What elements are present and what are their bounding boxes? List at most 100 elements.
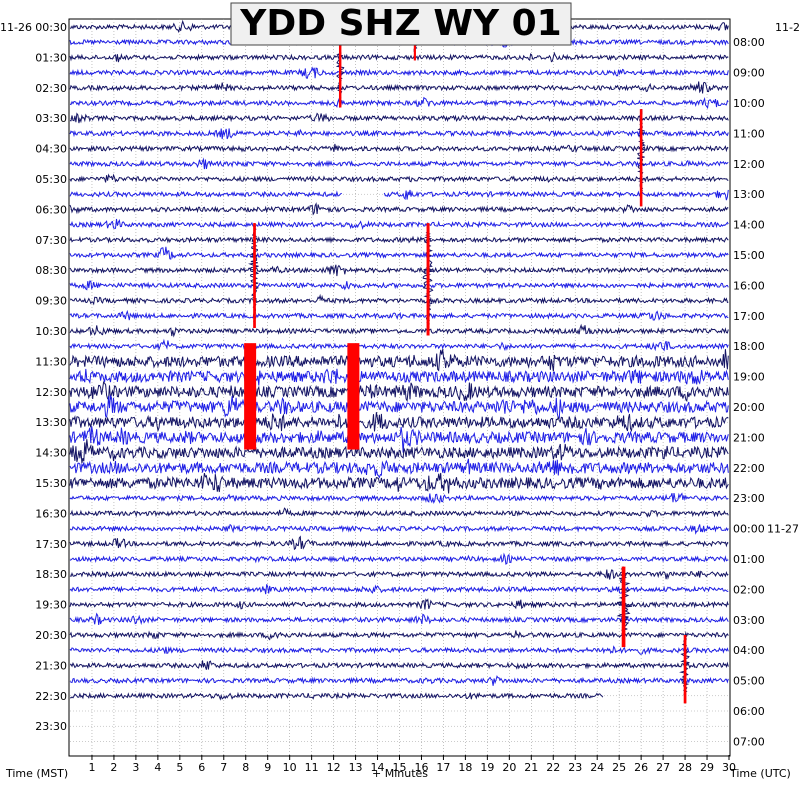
right-time-label: 05:00: [733, 675, 765, 688]
left-time-label: 17:30: [35, 538, 67, 551]
left-time-label: 10:30: [35, 325, 67, 338]
right-time-label: 11:00: [733, 127, 765, 140]
trace-row: [69, 691, 604, 701]
right-time-label: 09:00: [733, 67, 765, 80]
x-axis-right-label: Time (UTC): [729, 767, 791, 780]
right-time-label: 06:00: [733, 705, 765, 718]
left-date-label: 11-26: [0, 21, 32, 34]
left-time-label: 23:30: [35, 720, 67, 733]
left-time-label: 11:30: [35, 355, 67, 368]
x-tick-label: 17: [436, 761, 450, 774]
right-time-label: 01:00: [733, 553, 765, 566]
right-time-label: 23:00: [733, 492, 765, 505]
left-time-label: 21:30: [35, 659, 67, 672]
right-time-label: 16:00: [733, 279, 765, 292]
left-time-label: 14:30: [35, 447, 67, 460]
left-time-label: 16:30: [35, 507, 67, 520]
right-time-label: 14:00: [733, 219, 765, 232]
trace-row: [69, 280, 729, 291]
right-time-label: 00:00: [733, 523, 765, 536]
trace-row: [69, 143, 729, 154]
trace-row: [69, 458, 729, 479]
trace-row: [69, 584, 729, 595]
left-time-label: 18:30: [35, 568, 67, 581]
event-mark-clipped: [347, 343, 360, 450]
trace-row: [69, 309, 729, 321]
x-tick-label: 19: [480, 761, 494, 774]
x-tick-label: 5: [176, 761, 183, 774]
x-tick-label: 16: [414, 761, 428, 774]
x-tick-label: 25: [612, 761, 626, 774]
trace-row: [69, 630, 729, 641]
left-time-label: 15:30: [35, 477, 67, 490]
trace-row: [69, 645, 729, 655]
trace-row: [69, 323, 729, 338]
trace-row: [69, 157, 729, 170]
trace-row: [69, 675, 729, 686]
right-time-label: 08:00: [733, 36, 765, 49]
trace-row: [69, 535, 729, 551]
x-axis-center-label: + Minutes: [372, 767, 428, 780]
left-time-label: 05:30: [35, 173, 67, 186]
trace-row: [69, 380, 729, 403]
left-time-label: 06:30: [35, 203, 67, 216]
trace-row: [69, 552, 729, 565]
trace-row: [69, 507, 729, 518]
trace-row: [69, 128, 729, 140]
trace-row: [69, 368, 729, 386]
trace-row: [69, 349, 729, 372]
trace-row: [69, 612, 729, 626]
x-tick-label: 1: [88, 761, 95, 774]
trace-row: [69, 439, 729, 464]
trace-row: [69, 246, 729, 260]
right-time-label: 18:00: [733, 340, 765, 353]
left-time-label: 01:30: [35, 51, 67, 64]
left-time-label: 13:30: [35, 416, 67, 429]
trace-row: [69, 96, 729, 110]
right-time-label: 07:00: [733, 735, 765, 748]
trace-row: [69, 472, 729, 494]
x-tick-label: 15: [393, 761, 407, 774]
event-mark-clipped: [244, 343, 257, 450]
x-axis-left-label: Time (MST): [5, 767, 68, 780]
trace-row: [69, 218, 729, 230]
left-time-label: 07:30: [35, 234, 67, 247]
x-tick-label: 6: [198, 761, 205, 774]
axis-ticks: 1 2 3 4 5 6 7 8 9 10 11 12 13 14 15 16 17 18 19 20 21 22 23 24 2…: [35, 21, 799, 774]
x-tick-label: 11: [305, 761, 319, 774]
trace-row: [69, 264, 729, 277]
x-tick-label: 26: [634, 761, 648, 774]
trace-row: [69, 112, 729, 124]
left-time-label: 03:30: [35, 112, 67, 125]
x-tick-label: 20: [502, 761, 516, 774]
right-time-label: 21:00: [733, 431, 765, 444]
x-tick-label: 28: [678, 761, 692, 774]
x-tick-label: 7: [220, 761, 227, 774]
trace-row: [69, 395, 729, 419]
trace-row: [69, 66, 729, 79]
x-tick-label: 4: [154, 761, 161, 774]
trace-row: [69, 426, 729, 453]
trace-row: [69, 81, 729, 94]
left-time-label: 19:30: [35, 599, 67, 612]
x-tick-label: 8: [242, 761, 249, 774]
right-time-label: 04:00: [733, 644, 765, 657]
x-tick-label: 12: [327, 761, 341, 774]
right-time-label: 10:00: [733, 97, 765, 110]
left-time-label: 20:30: [35, 629, 67, 642]
trace-row: [69, 235, 729, 244]
left-time-label: 04:30: [35, 143, 67, 156]
trace-row: [69, 293, 729, 306]
right-time-label: 17:00: [733, 310, 765, 323]
seismic-traces: [69, 19, 729, 701]
trace-row: [69, 51, 729, 63]
trace-row: [69, 338, 729, 352]
trace-row: [69, 189, 729, 201]
left-time-label: 09:30: [35, 295, 67, 308]
x-tick-label: 18: [458, 761, 472, 774]
trace-row: [69, 569, 729, 580]
right-date-change-label: 11-27: [767, 523, 799, 536]
right-time-label: 03:00: [733, 614, 765, 627]
trace-row: [69, 412, 729, 433]
